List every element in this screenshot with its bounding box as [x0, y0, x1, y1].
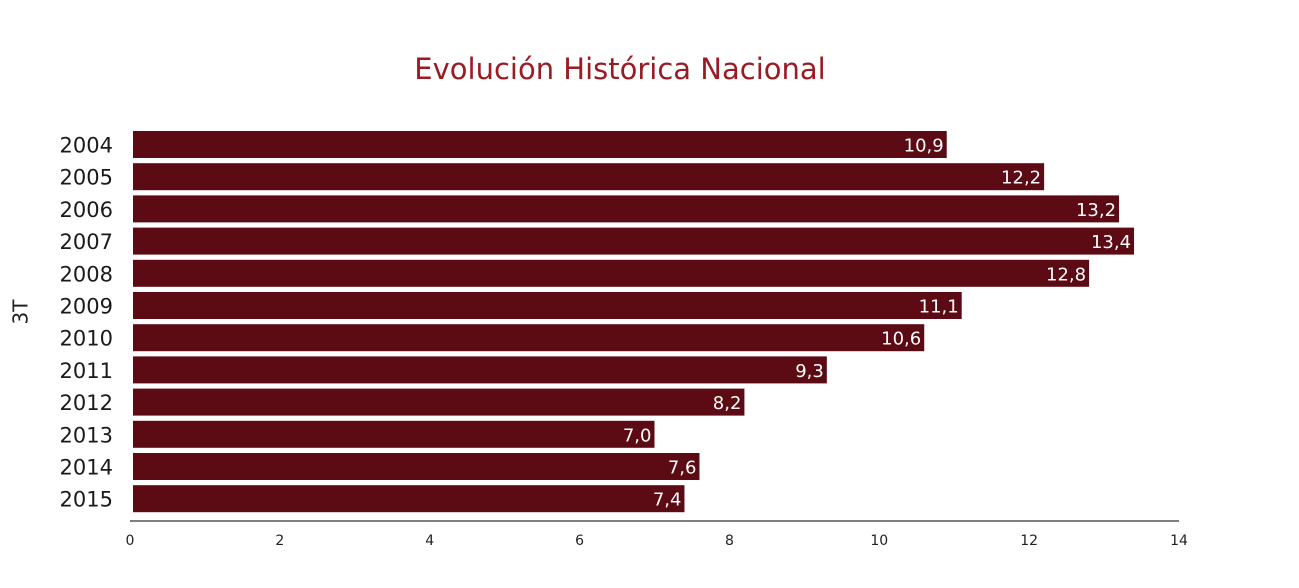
bar [133, 388, 745, 416]
x-tick-label: 6 [575, 533, 584, 549]
category-label: 2011 [60, 359, 113, 383]
category-label: 2008 [60, 262, 113, 286]
bar [133, 163, 1045, 191]
data-label: 10,9 [904, 136, 944, 157]
data-label: 9,3 [795, 361, 824, 382]
bar [133, 131, 947, 158]
chart-title: Evolución Histórica Nacional [414, 52, 826, 86]
data-label: 7,6 [668, 458, 697, 479]
bar [133, 195, 1120, 223]
bar [133, 420, 655, 448]
bar [133, 453, 700, 480]
category-label: 2007 [60, 230, 113, 254]
data-label: 11,1 [919, 297, 959, 318]
bar [133, 227, 1135, 255]
x-tick-label: 2 [275, 533, 284, 549]
category-label: 2006 [60, 198, 113, 222]
data-label: 7,4 [653, 490, 682, 511]
x-tick-label: 14 [1170, 533, 1188, 549]
x-tick-label: 12 [1020, 533, 1038, 549]
bar [133, 292, 962, 319]
x-tick-label: 0 [126, 533, 135, 549]
category-label: 2004 [60, 134, 113, 158]
data-label: 13,4 [1091, 232, 1131, 253]
category-label: 2010 [60, 327, 113, 351]
category-label: 2015 [60, 488, 113, 512]
data-label: 7,0 [623, 425, 652, 446]
data-label: 13,2 [1076, 200, 1116, 221]
category-label: 2005 [60, 166, 113, 190]
data-label: 10,6 [881, 329, 921, 350]
data-label: 8,2 [713, 393, 742, 414]
x-tick-label: 4 [425, 533, 434, 549]
x-tick-label: 10 [870, 533, 888, 549]
bar [133, 485, 685, 513]
x-tick-label: 8 [725, 533, 734, 549]
category-label: 2014 [60, 456, 113, 480]
bar [133, 356, 827, 384]
data-label: 12,2 [1001, 168, 1041, 189]
bar [133, 259, 1090, 287]
category-label: 2012 [60, 391, 113, 415]
category-label: 2013 [60, 423, 113, 447]
bar [133, 324, 925, 352]
data-label: 12,8 [1046, 264, 1086, 285]
category-label: 2009 [60, 295, 113, 319]
